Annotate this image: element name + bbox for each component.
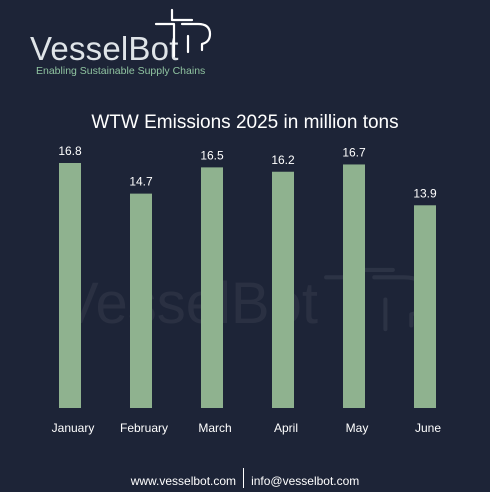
data-label-march: 16.5 <box>200 148 224 162</box>
bar-april <box>272 171 294 408</box>
bar-chart: 16.8 January 14.7 February 16.5 March 16.2 Apri… <box>52 144 442 435</box>
footer: www.vesselbot.com info@vesselbot.com <box>0 468 490 492</box>
bar-may <box>343 164 365 408</box>
bar-february <box>130 193 152 408</box>
category-label-january: January <box>52 421 95 435</box>
data-label-may: 16.7 <box>342 145 366 159</box>
category-label-may: May <box>346 421 369 435</box>
bar-june <box>414 205 436 408</box>
data-label-april: 16.2 <box>271 153 295 167</box>
footer-divider <box>243 468 245 488</box>
category-label-february: February <box>120 421 168 435</box>
data-label-january: 16.8 <box>58 144 82 158</box>
email-link[interactable]: info@vesselbot.com <box>251 474 360 489</box>
bar-march <box>201 167 223 408</box>
category-label-march: March <box>198 421 231 435</box>
bar-january <box>59 163 81 408</box>
chart-title: WTW Emissions 2025 in million tons <box>91 112 399 133</box>
category-label-june: June <box>415 421 441 435</box>
brand-tagline: Enabling Sustainable Supply Chains <box>36 65 206 77</box>
website-link[interactable]: www.vesselbot.com <box>130 474 237 489</box>
vesselbot-mark-icon <box>154 8 212 58</box>
logo: VesselBot Enabling Sustainable Supply Ch… <box>0 0 490 90</box>
brand-name: VesselBot <box>30 30 179 67</box>
category-label-april: April <box>274 421 298 435</box>
data-label-february: 14.7 <box>129 175 153 189</box>
data-label-june: 13.9 <box>413 186 437 200</box>
